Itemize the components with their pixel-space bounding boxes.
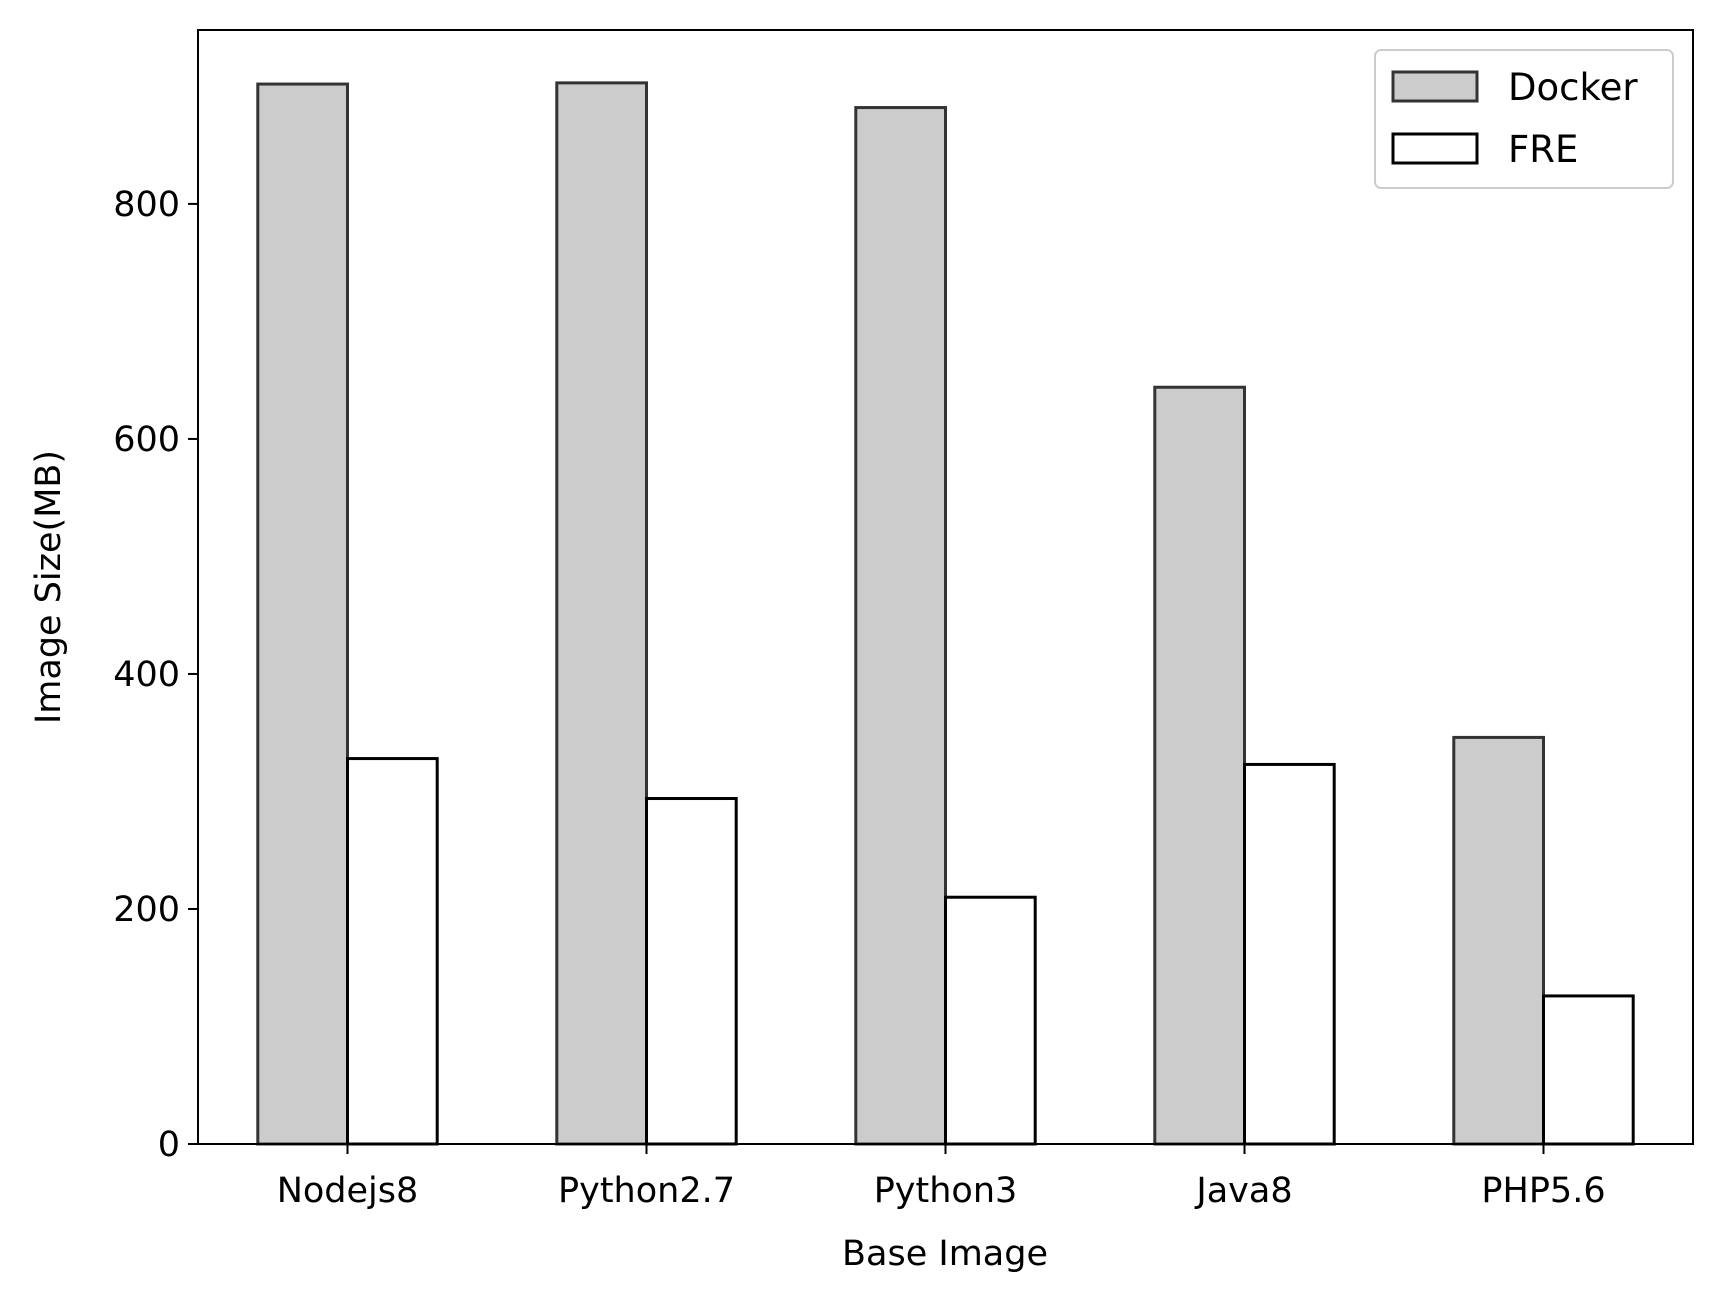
y-tick-label: 0: [158, 1125, 180, 1165]
x-tick-label: PHP5.6: [1481, 1171, 1605, 1211]
y-tick-label: 400: [113, 655, 180, 695]
legend-swatch-docker: [1391, 70, 1479, 103]
x-tick-label: Java8: [1194, 1171, 1292, 1211]
bar-fre-python2-7: [645, 797, 738, 1146]
bar-fre-java8: [1243, 762, 1336, 1146]
bar-docker-php5-6: [1452, 735, 1546, 1146]
y-tick-label: 200: [113, 890, 180, 930]
x-axis-label: Base Image: [842, 1234, 1048, 1274]
y-axis-ticks: 0 200 400 600 800: [113, 185, 198, 1165]
x-tick-label: Python3: [874, 1171, 1018, 1211]
x-axis-ticks: Nodejs8 Python2.7 Python3 Java8 PHP5.6: [277, 1144, 1606, 1211]
bar-docker-nodejs8: [256, 82, 349, 1146]
legend-swatch-fre: [1391, 132, 1479, 165]
bar-fre-python3: [944, 895, 1037, 1146]
y-tick-label: 800: [113, 185, 180, 225]
bar-fre-nodejs8: [346, 757, 439, 1146]
x-tick-label: Nodejs8: [277, 1171, 419, 1211]
legend: Docker FRE: [1374, 49, 1674, 189]
bar-docker-python2-7: [555, 81, 648, 1146]
y-tick-label: 600: [113, 420, 180, 460]
bars: [256, 81, 1635, 1146]
bar-docker-java8: [1153, 385, 1247, 1146]
x-tick-label: Python2.7: [558, 1171, 735, 1211]
plot-frame: [197, 29, 1694, 1145]
y-axis-label: Image Size(MB): [29, 450, 69, 724]
bar-docker-python3: [854, 106, 947, 1146]
bar-fre-php5-6: [1542, 994, 1635, 1146]
legend-label-docker: Docker: [1508, 66, 1638, 109]
legend-label-fre: FRE: [1508, 128, 1578, 171]
